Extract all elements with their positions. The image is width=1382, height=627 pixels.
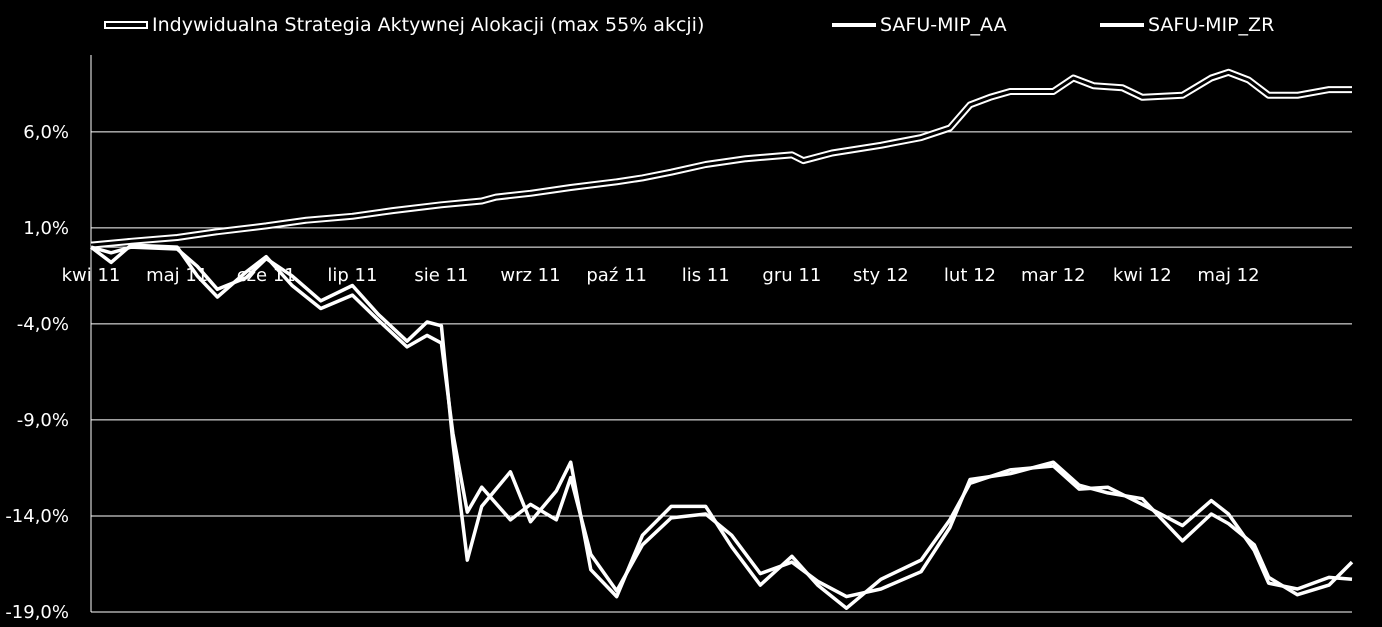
- series-line-isaa-inner: [90, 70, 1352, 247]
- series-line-isaa-outer: [90, 68, 1352, 249]
- legend-label-safu-mip-aa: SAFU-MIP_AA: [880, 14, 1007, 36]
- legend-item-safu-mip-zr: SAFU-MIP_ZR: [1100, 14, 1274, 36]
- y-tick-label: 6,0%: [23, 122, 69, 143]
- legend-swatch-safu-mip-aa: [832, 23, 876, 27]
- series-line-safu-mip-aa: [90, 245, 1353, 610]
- x-axis-labels: kwi 11 maj 11 cze 11 lip 11 sie 11 wrz 11 paź …: [62, 265, 1260, 286]
- x-tick-label: gru 11: [762, 265, 821, 286]
- axes: [90, 55, 1352, 612]
- x-tick-label: lip 11: [327, 265, 377, 286]
- series-line-safu-mip-zr: [89, 243, 1354, 599]
- x-tick-label: kwi 12: [1113, 265, 1172, 286]
- legend-label-isaa: Indywidualna Strategia Aktywnej Alokacji…: [152, 14, 705, 36]
- x-tick-label: lut 12: [944, 265, 996, 286]
- x-tick-label: lis 11: [682, 265, 730, 286]
- y-tick-label: -14,0%: [5, 506, 69, 527]
- legend-swatch-safu-mip-zr: [1100, 23, 1144, 27]
- x-tick-label: paź 11: [586, 265, 647, 286]
- x-tick-label: cze 11: [237, 265, 296, 286]
- x-tick-label: kwi 11: [62, 265, 121, 286]
- y-tick-label: -4,0%: [17, 314, 69, 335]
- x-tick-label: wrz 11: [500, 265, 560, 286]
- y-axis-labels: 6,0% 1,0% -4,0% -9,0% -14,0% -19,0%: [5, 122, 69, 623]
- y-tick-label: -9,0%: [17, 410, 69, 431]
- x-tick-label: maj 12: [1197, 265, 1259, 286]
- legend-item-safu-mip-aa: SAFU-MIP_AA: [832, 14, 1007, 36]
- series-lines: [89, 68, 1354, 610]
- legend-label-safu-mip-zr: SAFU-MIP_ZR: [1148, 14, 1275, 36]
- series-line-isaa: [90, 68, 1352, 249]
- grid-lines: [91, 131, 1352, 613]
- legend-item-isaa: Indywidualna Strategia Aktywnej Alokacji…: [104, 14, 704, 36]
- legend-swatch-isaa: [104, 21, 148, 29]
- x-tick-label: mar 12: [1021, 265, 1086, 286]
- y-tick-label: -19,0%: [5, 602, 69, 623]
- x-tick-label: sty 12: [853, 265, 909, 286]
- y-tick-label: 1,0%: [23, 218, 69, 239]
- x-tick-label: sie 11: [414, 265, 468, 286]
